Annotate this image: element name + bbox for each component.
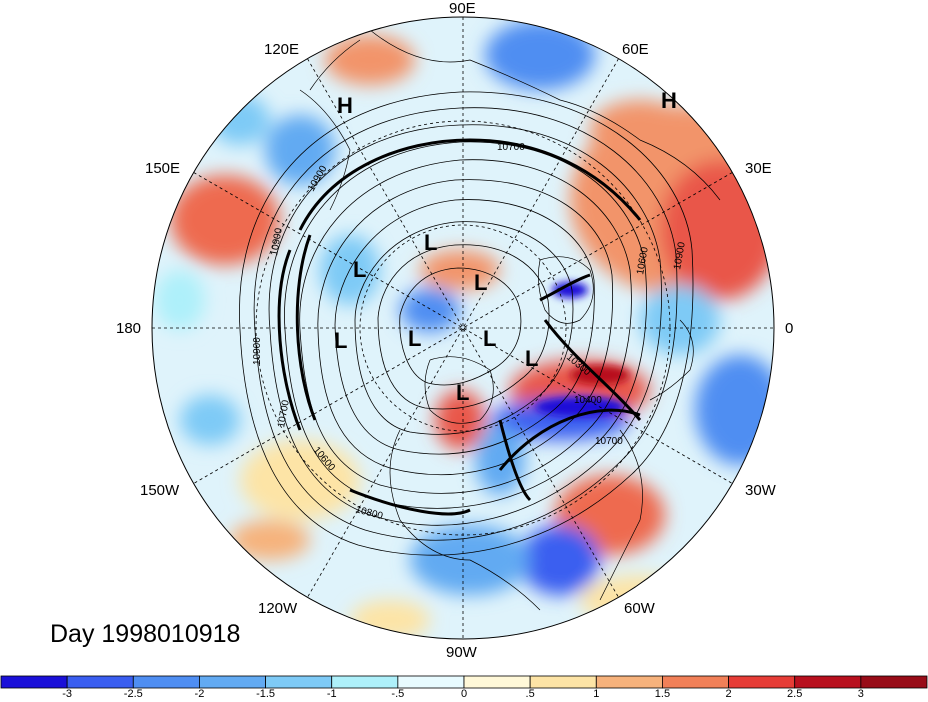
contour-label: 10400 <box>574 395 602 406</box>
colorbar-swatch <box>860 675 928 689</box>
colorbar-swatch <box>66 675 134 689</box>
colorbar-swatch <box>595 675 663 689</box>
colorbar-tick-label: -1 <box>326 688 337 700</box>
contour-label: 10900 <box>252 337 263 365</box>
anomaly-shading <box>152 17 774 639</box>
colorbar-tick-label: -3 <box>62 688 73 700</box>
colorbar-swatch <box>132 675 200 689</box>
lon-label-30e: 30E <box>745 160 772 177</box>
lon-label-120w: 120W <box>258 600 298 617</box>
low-marker: L <box>525 346 538 371</box>
map-boundary <box>151 16 775 640</box>
colorbar-tick-label: 0 <box>460 688 468 700</box>
high-marker: H <box>337 93 353 118</box>
colorbar-tick-label: 1.5 <box>654 688 671 700</box>
colorbar-swatch <box>529 675 597 689</box>
lon-label-90w: 90W <box>446 644 477 661</box>
colorbar-tick-label: -2.5 <box>123 688 143 700</box>
coastlines <box>299 29 721 611</box>
low-marker: L <box>483 326 496 351</box>
contour-label: 10600 <box>635 246 651 276</box>
low-marker: L <box>334 328 347 353</box>
colorbar-swatch <box>463 675 531 689</box>
pressure-systems: H H L L L L L L L L <box>334 88 677 405</box>
low-marker: L <box>408 326 421 351</box>
colorbar-swatch <box>794 675 862 689</box>
contour-label: 10700 <box>276 399 292 429</box>
day-title: Day 1998010918 <box>50 620 241 648</box>
low-marker: L <box>474 270 487 295</box>
lon-label-150e: 150E <box>145 160 181 177</box>
colorbar-tick-label: 1 <box>593 688 600 700</box>
colorbar-swatch <box>265 675 333 689</box>
low-marker: L <box>456 380 469 405</box>
height-contours <box>239 91 694 556</box>
colorbar <box>0 675 928 689</box>
lon-label-150w: 150W <box>140 482 180 499</box>
colorbar-tick-label: -.5 <box>391 688 405 700</box>
colorbar-tick-label: 3 <box>857 688 864 700</box>
colorbar-swatch <box>397 675 465 689</box>
lon-label-60w: 60W <box>624 600 655 617</box>
lon-label-180: 180 <box>116 320 142 337</box>
contour-label: 10900 <box>672 241 688 271</box>
colorbar-swatch <box>0 675 68 689</box>
colorbar-tick-label: -1.5 <box>256 688 276 700</box>
colorbar-tick-label: 2 <box>725 688 732 700</box>
colorbar-tick-label: 2.5 <box>787 688 803 700</box>
low-marker: L <box>424 230 437 255</box>
colorbar-swatch <box>331 675 399 689</box>
lon-label-60e: 60E <box>622 41 649 58</box>
low-marker: L <box>353 257 366 282</box>
colorbar-swatch <box>662 675 729 689</box>
contour-label: 10700 <box>595 436 623 447</box>
lon-label-0: 0 <box>785 320 794 337</box>
high-marker: H <box>661 88 677 113</box>
lon-label-30w: 30W <box>745 482 776 499</box>
lon-label-120e: 120E <box>264 41 300 58</box>
colorbar-swatch <box>728 675 796 689</box>
jet-contours <box>277 138 642 516</box>
graticule <box>152 17 774 639</box>
lon-label-90e: 90E <box>449 0 476 17</box>
contour-label: 10700 <box>497 142 525 153</box>
colorbar-tick-label: -2 <box>194 688 205 700</box>
colorbar-tick-label: .5 <box>525 688 535 700</box>
contour-label: 10900 <box>269 227 285 257</box>
colorbar-swatch <box>199 675 266 689</box>
